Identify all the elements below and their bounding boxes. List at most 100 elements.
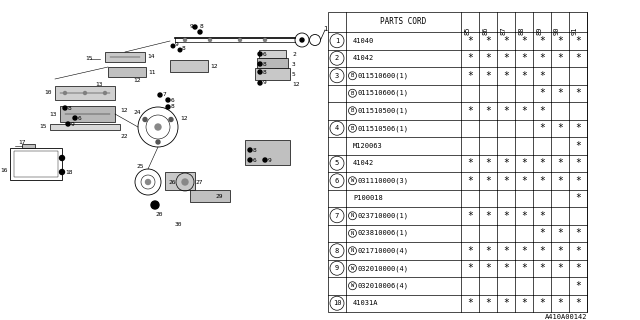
Text: 011510500(1): 011510500(1) bbox=[358, 108, 409, 114]
Polygon shape bbox=[165, 172, 195, 190]
Text: *: * bbox=[521, 246, 527, 256]
Circle shape bbox=[248, 148, 252, 152]
Text: 12: 12 bbox=[292, 83, 300, 87]
Text: 032010000(4): 032010000(4) bbox=[358, 265, 409, 271]
Text: 8: 8 bbox=[253, 148, 257, 153]
Polygon shape bbox=[255, 68, 290, 80]
Text: *: * bbox=[539, 246, 545, 256]
Text: 031110000(3): 031110000(3) bbox=[358, 178, 409, 184]
Text: *: * bbox=[575, 298, 581, 308]
Circle shape bbox=[198, 30, 202, 34]
Text: *: * bbox=[575, 176, 581, 186]
Text: W: W bbox=[351, 178, 354, 183]
Text: *: * bbox=[557, 246, 563, 256]
Text: 20: 20 bbox=[155, 212, 163, 218]
Text: *: * bbox=[539, 158, 545, 168]
Text: *: * bbox=[467, 211, 473, 221]
Text: 91: 91 bbox=[572, 27, 578, 35]
Circle shape bbox=[143, 117, 147, 122]
Text: 9: 9 bbox=[335, 265, 339, 271]
Circle shape bbox=[264, 38, 266, 42]
Text: *: * bbox=[503, 211, 509, 221]
Text: 023710000(1): 023710000(1) bbox=[358, 212, 409, 219]
Text: 10: 10 bbox=[45, 91, 52, 95]
Text: *: * bbox=[485, 71, 491, 81]
Text: 14: 14 bbox=[147, 54, 154, 60]
Circle shape bbox=[66, 122, 70, 126]
Text: *: * bbox=[539, 71, 545, 81]
Text: N: N bbox=[351, 213, 354, 218]
Circle shape bbox=[60, 170, 65, 174]
Circle shape bbox=[263, 158, 267, 162]
Text: *: * bbox=[503, 53, 509, 63]
Text: *: * bbox=[575, 246, 581, 256]
Text: *: * bbox=[575, 228, 581, 238]
Text: *: * bbox=[503, 176, 509, 186]
Text: *: * bbox=[557, 53, 563, 63]
Text: *: * bbox=[485, 106, 491, 116]
Text: 87: 87 bbox=[500, 27, 506, 35]
Text: 2: 2 bbox=[335, 55, 339, 61]
Text: 011510606(1): 011510606(1) bbox=[358, 90, 409, 97]
Text: *: * bbox=[521, 71, 527, 81]
Text: N: N bbox=[351, 248, 354, 253]
Polygon shape bbox=[105, 52, 145, 62]
Circle shape bbox=[166, 98, 170, 102]
Circle shape bbox=[258, 62, 262, 66]
Text: 86: 86 bbox=[482, 27, 488, 35]
Text: *: * bbox=[467, 246, 473, 256]
Text: *: * bbox=[575, 123, 581, 133]
Text: *: * bbox=[575, 53, 581, 63]
Text: *: * bbox=[503, 158, 509, 168]
Text: B: B bbox=[351, 73, 354, 78]
Text: 021710000(4): 021710000(4) bbox=[358, 247, 409, 254]
Polygon shape bbox=[170, 60, 208, 72]
Text: B: B bbox=[351, 126, 354, 131]
Text: B: B bbox=[351, 91, 354, 96]
Circle shape bbox=[158, 93, 162, 97]
Circle shape bbox=[156, 140, 160, 144]
Text: 3: 3 bbox=[292, 62, 296, 68]
Circle shape bbox=[258, 52, 262, 56]
Text: *: * bbox=[467, 106, 473, 116]
Text: 13: 13 bbox=[95, 83, 103, 87]
Text: 7: 7 bbox=[335, 213, 339, 219]
Text: *: * bbox=[503, 106, 509, 116]
Circle shape bbox=[209, 38, 211, 42]
Text: 26: 26 bbox=[168, 180, 175, 185]
Text: *: * bbox=[521, 211, 527, 221]
Text: 8: 8 bbox=[182, 45, 186, 51]
Text: *: * bbox=[521, 298, 527, 308]
Text: 27: 27 bbox=[195, 180, 202, 185]
Text: *: * bbox=[539, 53, 545, 63]
Text: M120063: M120063 bbox=[353, 143, 383, 149]
Text: *: * bbox=[485, 298, 491, 308]
Text: *: * bbox=[467, 298, 473, 308]
Text: 15: 15 bbox=[85, 57, 93, 61]
Text: *: * bbox=[539, 211, 545, 221]
Polygon shape bbox=[108, 67, 146, 77]
Polygon shape bbox=[190, 190, 230, 202]
Text: *: * bbox=[485, 158, 491, 168]
Circle shape bbox=[182, 179, 188, 185]
Text: *: * bbox=[575, 88, 581, 98]
Text: *: * bbox=[575, 263, 581, 273]
Circle shape bbox=[184, 38, 186, 42]
Text: *: * bbox=[485, 53, 491, 63]
Text: 17: 17 bbox=[18, 140, 26, 145]
Text: *: * bbox=[539, 88, 545, 98]
Text: 3: 3 bbox=[335, 73, 339, 79]
Text: 8: 8 bbox=[263, 61, 267, 67]
Circle shape bbox=[73, 116, 77, 120]
Text: 24: 24 bbox=[133, 109, 141, 115]
Polygon shape bbox=[257, 58, 288, 68]
Circle shape bbox=[145, 180, 150, 185]
Text: *: * bbox=[467, 53, 473, 63]
Circle shape bbox=[239, 38, 241, 42]
Text: *: * bbox=[539, 263, 545, 273]
Circle shape bbox=[104, 92, 106, 94]
Polygon shape bbox=[10, 148, 62, 180]
Text: 41031A: 41031A bbox=[353, 300, 378, 306]
Circle shape bbox=[60, 156, 65, 161]
Text: *: * bbox=[557, 176, 563, 186]
